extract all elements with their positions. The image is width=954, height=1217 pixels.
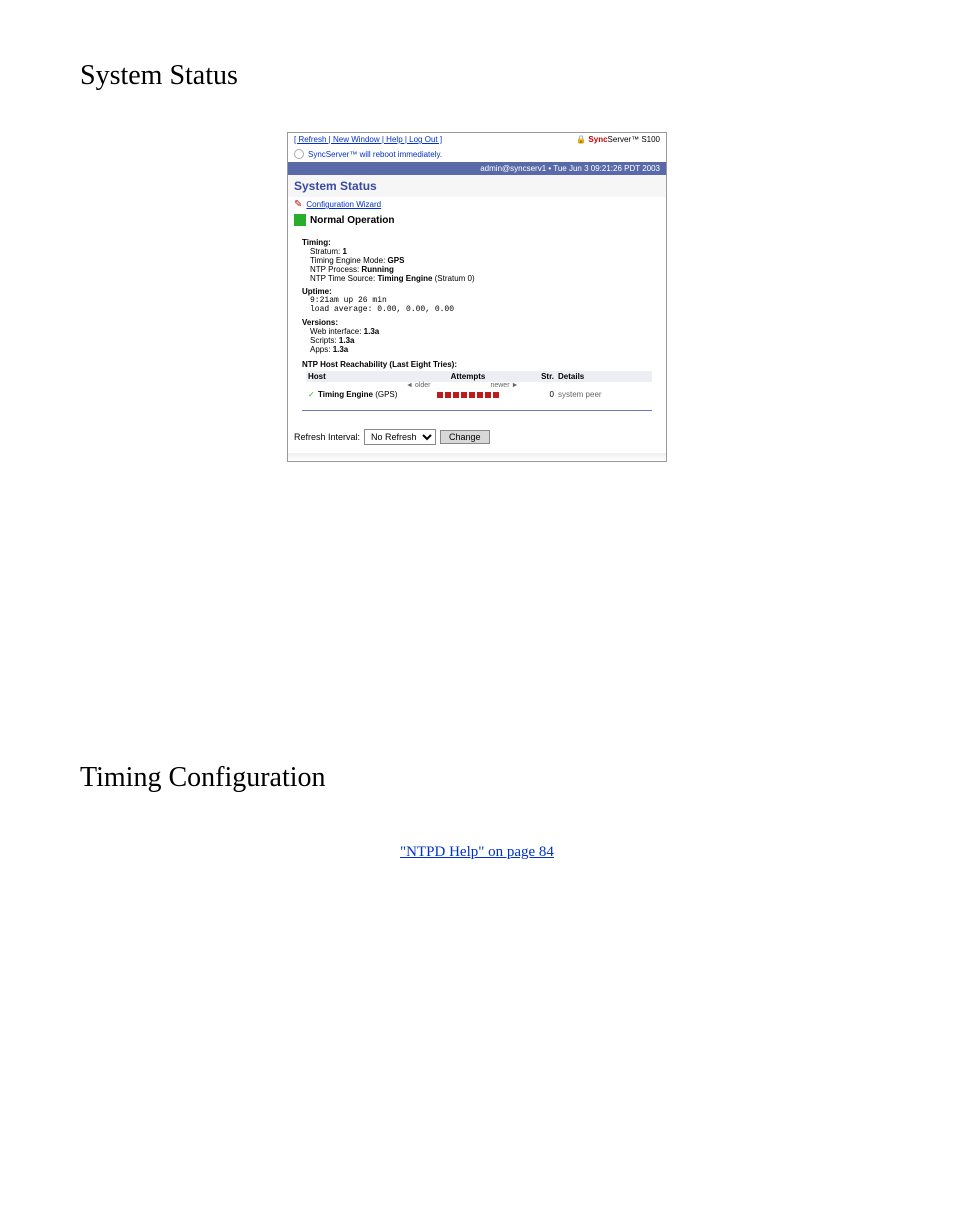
topbar-links[interactable]: [ Refresh | New Window | Help | Log Out … — [294, 135, 442, 144]
attempt-dot-icon — [469, 392, 475, 398]
process-value: Running — [361, 265, 393, 274]
refresh-label: Refresh Interval: — [294, 432, 360, 442]
row-details: system peer — [554, 390, 650, 399]
version-apps: Apps: 1.3a — [310, 345, 652, 354]
reachability-section: NTP Host Reachability (Last Eight Tries)… — [302, 360, 652, 400]
source-label: NTP Time Source: — [310, 274, 377, 283]
check-icon: ✓ — [308, 390, 318, 399]
host-name: Timing Engine — [318, 390, 373, 399]
notice-text: SyncServer™ will reboot immediately. — [308, 150, 442, 159]
status-indicator-icon — [294, 214, 306, 226]
uptime-title: Uptime: — [302, 287, 652, 296]
versions-title: Versions: — [302, 318, 652, 327]
source-extra: (Stratum 0) — [432, 274, 474, 283]
newer-label: newer ► — [490, 382, 518, 389]
ntpd-help-link[interactable]: "NTPD Help" on page 84 — [400, 844, 554, 860]
timing-stratum: Stratum: 1 — [310, 247, 652, 256]
older-label: ◄ older — [406, 382, 430, 389]
reachability-row: ✓ Timing Engine (GPS) 0 — [306, 389, 652, 400]
uptime-line1: 9:21am up 26 min — [310, 296, 652, 305]
status-body: Timing: Stratum: 1 Timing Engine Mode: G… — [288, 228, 666, 425]
brand-rest: Server™ S100 — [608, 135, 660, 144]
refresh-select[interactable]: No Refresh — [364, 429, 436, 445]
stratum-value: 1 — [342, 247, 346, 256]
attempts-sublabels: ◄ older newer ► — [406, 382, 652, 389]
col-host: Host — [308, 372, 408, 381]
row-str: 0 — [528, 390, 554, 399]
panel-title: System Status — [288, 175, 666, 197]
attempt-dot-icon — [461, 392, 467, 398]
footer-bar — [288, 453, 666, 461]
change-button[interactable]: Change — [440, 430, 490, 444]
col-attempts: Attempts — [408, 372, 528, 381]
userbar: admin@syncserv1 • Tue Jun 3 09:21:26 PDT… — [288, 162, 666, 175]
notice-icon — [294, 149, 304, 159]
topbar-link-group[interactable]: [ Refresh | New Window | Help | Log Out … — [294, 135, 442, 144]
apps-value: 1.3a — [333, 345, 349, 354]
reachability-header: Host Attempts Str. Details — [306, 371, 652, 382]
reachability-title: NTP Host Reachability (Last Eight Tries)… — [302, 360, 652, 369]
status-text: Normal Operation — [310, 215, 394, 226]
refresh-row: Refresh Interval: No Refresh Change — [288, 425, 666, 453]
uptime-line2: load average: 0.00, 0.00, 0.00 — [310, 305, 652, 314]
web-value: 1.3a — [364, 327, 380, 336]
syncserver-screenshot: [ Refresh | New Window | Help | Log Out … — [287, 132, 667, 462]
brand-main: Sync — [588, 135, 607, 144]
timing-source: NTP Time Source: Timing Engine (Stratum … — [310, 274, 652, 283]
lock-icon: 🔒 — [576, 135, 586, 144]
mode-label: Timing Engine Mode: — [310, 256, 388, 265]
notice-bar: SyncServer™ will reboot immediately. — [288, 146, 666, 162]
scripts-value: 1.3a — [339, 336, 355, 345]
page-title-timing-config: Timing Configuration — [80, 762, 874, 794]
col-str: Str. — [528, 372, 554, 381]
mode-value: GPS — [388, 256, 405, 265]
config-wizard-row: ✎ Configuration Wizard — [288, 197, 666, 212]
stratum-label: Stratum: — [310, 247, 342, 256]
version-web: Web interface: 1.3a — [310, 327, 652, 336]
version-scripts: Scripts: 1.3a — [310, 336, 652, 345]
source-value: Timing Engine — [377, 274, 432, 283]
row-host: Timing Engine (GPS) — [318, 390, 408, 399]
attempt-dot-icon — [453, 392, 459, 398]
scripts-label: Scripts: — [310, 336, 339, 345]
attempt-dot-icon — [485, 392, 491, 398]
timing-mode: Timing Engine Mode: GPS — [310, 256, 652, 265]
attempt-dot-icon — [437, 392, 443, 398]
attempt-dot-icon — [493, 392, 499, 398]
page-title-system-status: System Status — [80, 60, 874, 92]
normal-operation-row: Normal Operation — [288, 212, 666, 228]
process-label: NTP Process: — [310, 265, 361, 274]
col-details: Details — [554, 372, 650, 381]
wand-icon: ✎ — [294, 199, 302, 210]
topbar: [ Refresh | New Window | Help | Log Out … — [288, 133, 666, 146]
timing-process: NTP Process: Running — [310, 265, 652, 274]
brand: 🔒 SyncServer™ S100 — [576, 135, 660, 144]
apps-label: Apps: — [310, 345, 333, 354]
web-label: Web interface: — [310, 327, 364, 336]
link-line: "NTPD Help" on page 84 — [80, 844, 874, 861]
attempt-dot-icon — [445, 392, 451, 398]
attempts-dots — [408, 392, 528, 398]
config-wizard-link[interactable]: Configuration Wizard — [306, 200, 381, 209]
timing-title: Timing: — [302, 238, 652, 247]
divider — [302, 410, 652, 411]
screenshot-container: [ Refresh | New Window | Help | Log Out … — [287, 132, 667, 462]
attempt-dot-icon — [477, 392, 483, 398]
host-gps: (GPS) — [373, 390, 397, 399]
